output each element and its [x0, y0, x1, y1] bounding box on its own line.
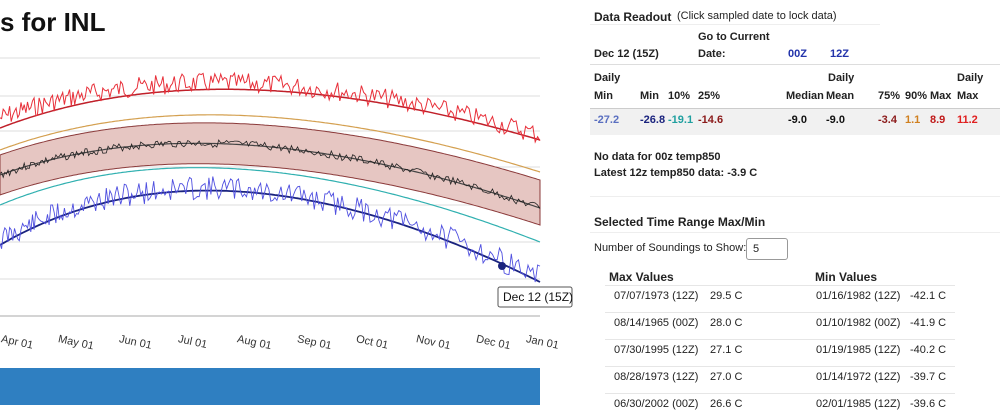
divider [605, 312, 955, 313]
header: Mean [826, 90, 855, 102]
values-row [590, 108, 1000, 135]
divider [605, 285, 955, 286]
x-tick-label: Jan 01 [525, 333, 560, 352]
value: -14.6 [698, 114, 724, 126]
tooltip-box [497, 286, 573, 308]
header: 25% [698, 90, 721, 102]
value: 11.2 [957, 114, 978, 126]
header: Median [786, 90, 824, 102]
header: Max [930, 90, 952, 102]
value: 1.1 [905, 114, 921, 126]
readout-title: Data Readout [594, 10, 672, 24]
header: Daily [957, 72, 984, 84]
link-12z[interactable]: 12Z [830, 48, 849, 60]
max-value: 29.5 C [710, 290, 743, 302]
min-value: -39.7 C [910, 371, 947, 383]
header: 90% [905, 90, 928, 102]
red-obs [0, 71, 541, 144]
value: -19.1 [668, 114, 694, 126]
header: Daily [828, 72, 855, 84]
min-date: 02/01/1985 (12Z) [816, 398, 901, 410]
date-label: Date: [698, 48, 726, 60]
value: -3.4 [878, 114, 897, 126]
min-date: 01/14/1972 (12Z) [816, 371, 901, 383]
max-date: 07/30/1995 (12Z) [614, 344, 699, 356]
max-value: 26.6 C [710, 398, 743, 410]
min-value: -42.1 C [910, 290, 947, 302]
x-tick-label: Jun 01 [118, 333, 153, 352]
x-tick-label: Sep 01 [296, 333, 333, 352]
min-value: -40.2 C [910, 344, 947, 356]
divider [605, 393, 955, 394]
value: 8.9 [930, 114, 946, 126]
go-current: Go to Current [698, 31, 770, 43]
teal-line [0, 167, 541, 243]
hint: (Click sampled date to lock data) [677, 10, 837, 22]
divider [590, 24, 880, 25]
max-value: 27.0 C [710, 371, 743, 383]
black-obs [0, 139, 541, 209]
divider [590, 232, 1000, 233]
current-date: Dec 12 (15Z) [594, 48, 659, 60]
link-00z[interactable]: 00Z [788, 48, 807, 60]
max-date: 06/30/2002 (00Z) [614, 398, 699, 410]
cursor-dot [498, 262, 506, 270]
note: Latest 12z temp850 data: -3.9 C [594, 167, 758, 179]
x-tick-label: Aug 01 [236, 333, 273, 352]
blue-obs [0, 176, 541, 283]
note: No data for 00z temp850 [594, 151, 721, 163]
red-mean [0, 88, 541, 141]
min-title: Min Values [815, 270, 878, 284]
navy-line [0, 189, 541, 283]
min-value: -41.9 C [910, 317, 947, 329]
max-date: 08/28/1973 (12Z) [614, 371, 699, 383]
divider [605, 366, 955, 367]
header: Min [640, 90, 659, 102]
black-mean [0, 142, 541, 209]
value: -26.8 [640, 114, 666, 126]
divider [590, 196, 1000, 197]
soundings-value: 5 [753, 243, 760, 255]
chart-title: s for INL [0, 7, 106, 37]
x-tick-label: Dec 01 [475, 333, 512, 352]
min-date: 01/16/1982 (12Z) [816, 290, 901, 302]
max-title: Max Values [609, 270, 674, 284]
header: 75% [878, 90, 901, 102]
min-date: 01/19/1985 (12Z) [816, 344, 901, 356]
soundings-input[interactable] [746, 238, 788, 260]
header: Max [957, 90, 979, 102]
header: Min [594, 90, 613, 102]
tan-line [0, 114, 541, 173]
sample-bars [0, 368, 540, 405]
tooltip: Dec 12 (15Z) [503, 290, 573, 304]
range-title: Selected Time Range Max/Min [594, 215, 766, 229]
x-tick-label: Apr 01 [0, 333, 34, 351]
divider [590, 64, 1000, 65]
x-tick-label: May 01 [57, 333, 95, 352]
divider [605, 339, 955, 340]
x-tick-label: Oct 01 [355, 333, 389, 351]
header: Daily [594, 72, 621, 84]
max-date: 08/14/1965 (00Z) [614, 317, 699, 329]
chart: s for INL Dec 12 (15Z) Apr 01 May 01 Jun 0… [0, 7, 573, 405]
min-value: -39.6 C [910, 398, 947, 410]
max-value: 27.1 C [710, 344, 743, 356]
min-date: 01/10/1982 (00Z) [816, 317, 901, 329]
max-date: 07/07/1973 (12Z) [614, 290, 699, 302]
soundings-label: Number of Soundings to Show: [594, 242, 747, 254]
header: 10% [668, 90, 691, 102]
x-tick-label: Nov 01 [415, 333, 452, 352]
value: -27.2 [594, 114, 620, 126]
value: -9.0 [826, 114, 845, 126]
max-value: 28.0 C [710, 317, 743, 329]
x-tick-label: Jul 01 [177, 333, 208, 351]
value: -9.0 [788, 114, 807, 126]
band [0, 122, 541, 226]
